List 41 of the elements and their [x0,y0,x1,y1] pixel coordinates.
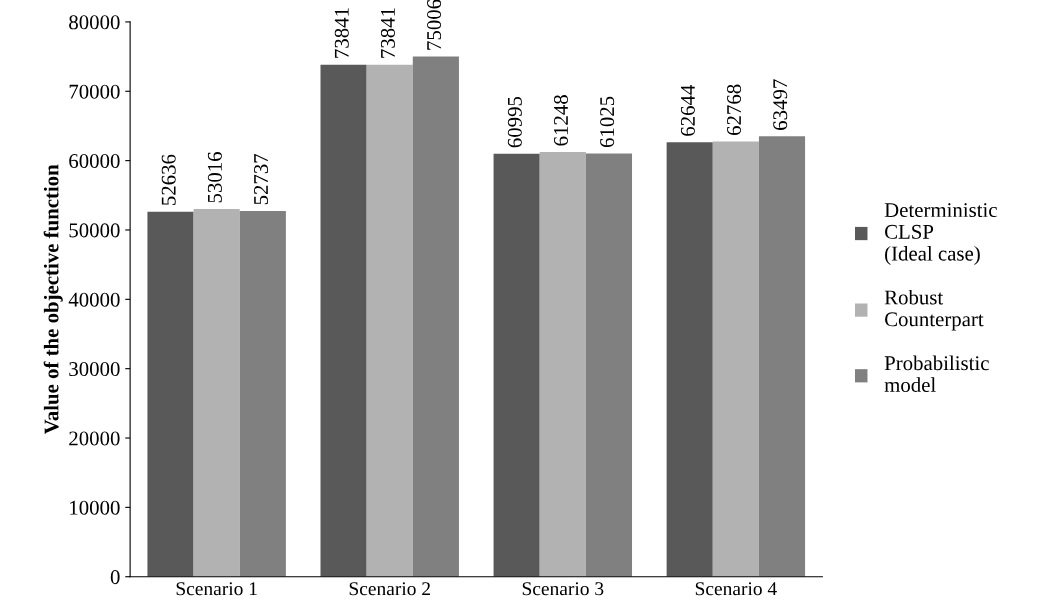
bar [239,210,286,577]
bar [666,142,713,577]
bar [147,211,194,577]
legend-label: Robust Counterpart [884,289,984,331]
y-tick-label: 40000 [68,292,120,307]
bar [539,151,586,577]
bar [412,56,459,577]
y-tick-label: 70000 [69,84,120,99]
y-tick-label: 30000 [69,362,120,377]
data-label: 60995 [507,96,522,148]
data-label: 62768 [727,84,742,135]
y-tick-label: 80000 [69,15,120,30]
data-label: 62644 [680,84,695,136]
data-label: 52636 [161,154,176,205]
bar [758,136,806,577]
y-tick-label: 50000 [69,223,120,238]
data-label: 73841 [380,8,395,58]
x-tick-label: Scenario 2 [349,582,430,596]
data-label: 63497 [773,79,788,130]
legend-label: Deterministic CLSP (Ideal case) [884,203,997,265]
x-tick-label: Scenario 1 [176,582,257,596]
legend-label: Probabilistic model [884,355,989,392]
data-label: 61025 [600,96,615,148]
x-tick-label: Scenario 3 [522,582,604,596]
y-axis-title: Value of the objective function [43,164,63,435]
data-label: 61248 [553,95,569,146]
y-tick-label: 0 [110,570,120,585]
data-label: 52737 [254,153,269,205]
x-tick-label: Scenario 4 [695,582,777,596]
bar [493,153,540,577]
y-tick-label: 20000 [69,431,120,446]
data-label: 75006 [427,0,442,50]
bar [320,64,367,577]
bar [366,64,413,577]
bar [585,153,633,577]
bar [712,141,759,577]
data-label: 53016 [207,152,222,203]
data-label: 73841 [334,8,349,58]
y-tick-label: 60000 [69,154,120,169]
bar [193,209,240,577]
y-tick-label: 10000 [70,500,120,515]
